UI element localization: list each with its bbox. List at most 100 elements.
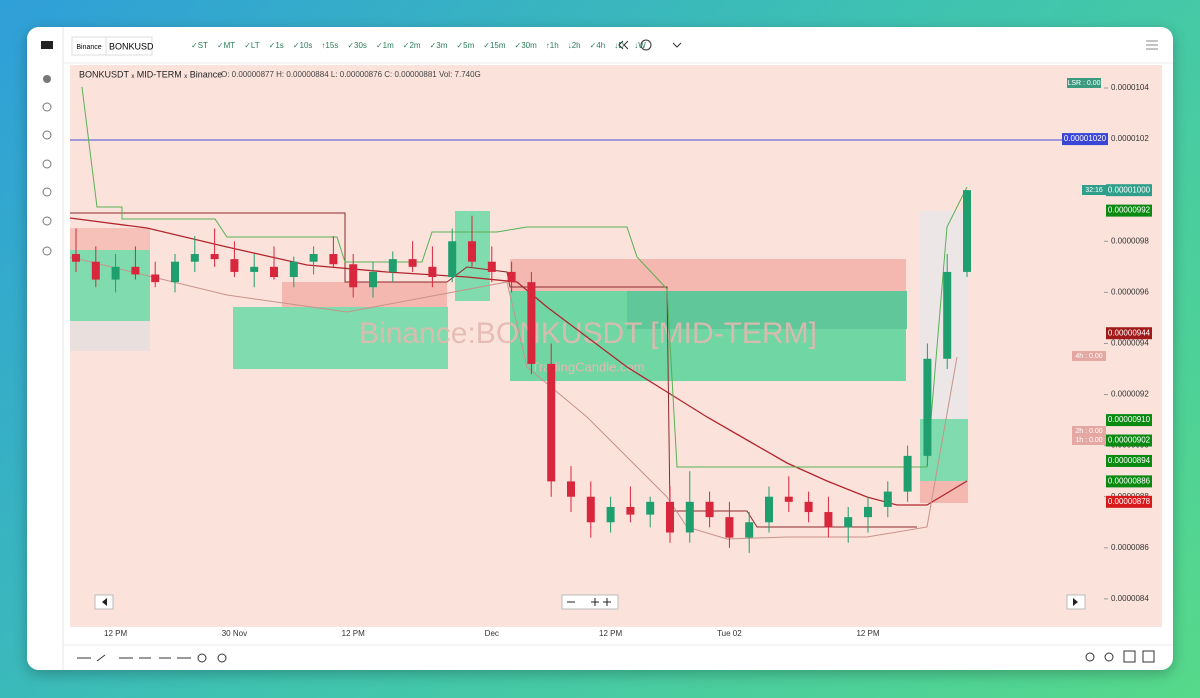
candle-body <box>230 259 239 272</box>
price-tag-label: 0.00001000 <box>1108 185 1151 194</box>
timeframe-button[interactable]: ✓1s <box>269 41 284 50</box>
price-tag-label: 0.00000910 <box>1108 415 1151 424</box>
y-tick-label: 0.0000092 <box>1111 390 1149 399</box>
timeframe-button[interactable]: ✓10s <box>293 41 313 50</box>
trend-line <box>70 212 917 528</box>
price-tag <box>1062 133 1108 146</box>
x-tick-label: Dec <box>485 629 499 638</box>
watermark: Binance:BONKUSDT [MID-TERM] <box>359 317 817 350</box>
candle-body <box>626 506 635 515</box>
watermark-sub: TradingCandle.com <box>532 359 645 374</box>
candle-body <box>270 266 278 278</box>
candle-body <box>468 241 476 262</box>
y-tick-label: 0.0000104 <box>1111 83 1149 92</box>
candle-body <box>883 491 892 507</box>
candle-body <box>547 363 556 482</box>
timeframe-button[interactable]: ✓5m <box>456 41 474 50</box>
x-tick-label: Tue 02 <box>717 629 742 638</box>
timeframe-button[interactable]: ✓30s <box>347 41 367 50</box>
price-tag-label: 0.00000944 <box>1108 328 1151 337</box>
y-tick-label: 0.0000102 <box>1111 134 1149 143</box>
x-tick-label: 12 PM <box>342 629 365 638</box>
candle-body <box>151 274 160 283</box>
timeframe-button[interactable]: ✓LT <box>244 41 260 50</box>
candle-body <box>903 455 912 492</box>
candle-body <box>725 517 734 538</box>
symbol: BONKUSD <box>109 41 154 51</box>
candle-body <box>784 496 793 502</box>
candle-body <box>923 358 932 456</box>
x-tick-label: 12 PM <box>104 629 127 638</box>
sidebar <box>27 27 63 670</box>
bottom-tools[interactable] <box>77 650 1155 662</box>
x-tick-label: 30 Nov <box>222 629 247 638</box>
price-tag-label: 0.00001020 <box>1064 134 1107 143</box>
side-tag <box>1067 78 1101 88</box>
side-tag-label: LSR : 0.00 <box>1067 80 1100 87</box>
timeframe-button[interactable]: ✓30m <box>515 41 538 50</box>
chart-app: Binance BONKUSD ✓ST ✓MT ✓LT ✓1s ✓10s ↑15s ✓30s… <box>27 27 1173 670</box>
candle-body <box>309 254 318 262</box>
candle-body <box>131 266 140 275</box>
candle-body <box>190 254 199 262</box>
timeframe-button[interactable]: ✓4h <box>590 41 606 50</box>
timeframe-button[interactable]: ✓15m <box>483 41 506 50</box>
side-tag <box>1072 426 1106 436</box>
candle-body <box>72 254 80 262</box>
candle-body <box>111 266 120 280</box>
candle-body <box>428 266 437 278</box>
candle-body <box>487 261 496 272</box>
candle-body <box>943 271 952 359</box>
side-tag-label: 2h : 0.00 <box>1075 428 1102 435</box>
timeframe-button[interactable]: ↓W <box>634 41 646 50</box>
candle-body <box>666 501 674 533</box>
price-tag-label: 0.00000886 <box>1108 477 1151 486</box>
price-tag <box>1106 184 1152 197</box>
timeframe-button[interactable]: ↑1h <box>546 41 559 50</box>
candle-body <box>329 254 338 265</box>
side-tag <box>1072 435 1106 445</box>
candle-body <box>349 264 358 288</box>
price-tag-label: 0.00000894 <box>1108 456 1151 465</box>
y-tick-label: 0.0000086 <box>1111 543 1149 552</box>
timeframe-button[interactable]: ↑15s <box>321 41 338 50</box>
candle-body <box>91 261 100 280</box>
upper-band <box>81 86 968 468</box>
candle-body <box>210 254 219 260</box>
side-tag <box>1072 351 1106 361</box>
candle-body <box>527 282 536 364</box>
ohlc-legend: O: 0.00000877 H: 0.00000884 L: 0.0000087… <box>221 70 481 79</box>
candle-body <box>369 271 377 288</box>
price-tag-label: 0.00000902 <box>1108 436 1151 445</box>
sidebar-icons[interactable] <box>41 41 53 256</box>
candle-body <box>289 261 298 278</box>
side-tag <box>1082 185 1106 195</box>
price-tag <box>1106 434 1152 447</box>
timeframe-button[interactable]: ✓1m <box>376 41 394 50</box>
candle-body <box>646 501 655 515</box>
chart-title: BONKUSDT ₓ MID-TERM ₓ Binance <box>79 69 222 79</box>
toolbar-icons[interactable] <box>618 39 1158 51</box>
y-tick-label: 0.0000094 <box>1111 339 1149 348</box>
side-tag-label: 1h : 0.00 <box>1075 437 1102 444</box>
candle-body <box>804 501 813 513</box>
candle-body <box>765 496 773 523</box>
y-tick-label: 0.0000096 <box>1111 287 1149 296</box>
x-tick-label: 12 PM <box>856 629 879 638</box>
symbol-input[interactable] <box>105 36 153 56</box>
candle-body <box>448 241 457 278</box>
price-tag <box>1106 204 1152 217</box>
timeframe-button[interactable]: ✓3m <box>430 41 448 50</box>
timeframe-button[interactable]: ✓ST <box>191 41 208 50</box>
y-tick-label: 0.0000084 <box>1111 594 1149 603</box>
exchange: Binance <box>76 44 101 51</box>
timeframe-button[interactable]: ✓MT <box>217 41 235 50</box>
timeframe-button[interactable]: ✓2m <box>403 41 421 50</box>
app-window: Binance BONKUSD ✓ST ✓MT ✓LT ✓1s ✓10s ↑15s ✓30s… <box>27 27 1173 670</box>
timeframe-button[interactable]: ↓2h <box>568 41 581 50</box>
moving-average <box>69 217 968 506</box>
candle-body <box>864 506 872 518</box>
nav-buttons[interactable] <box>94 594 1086 610</box>
side-tag-label: 32:16 <box>1085 187 1103 194</box>
